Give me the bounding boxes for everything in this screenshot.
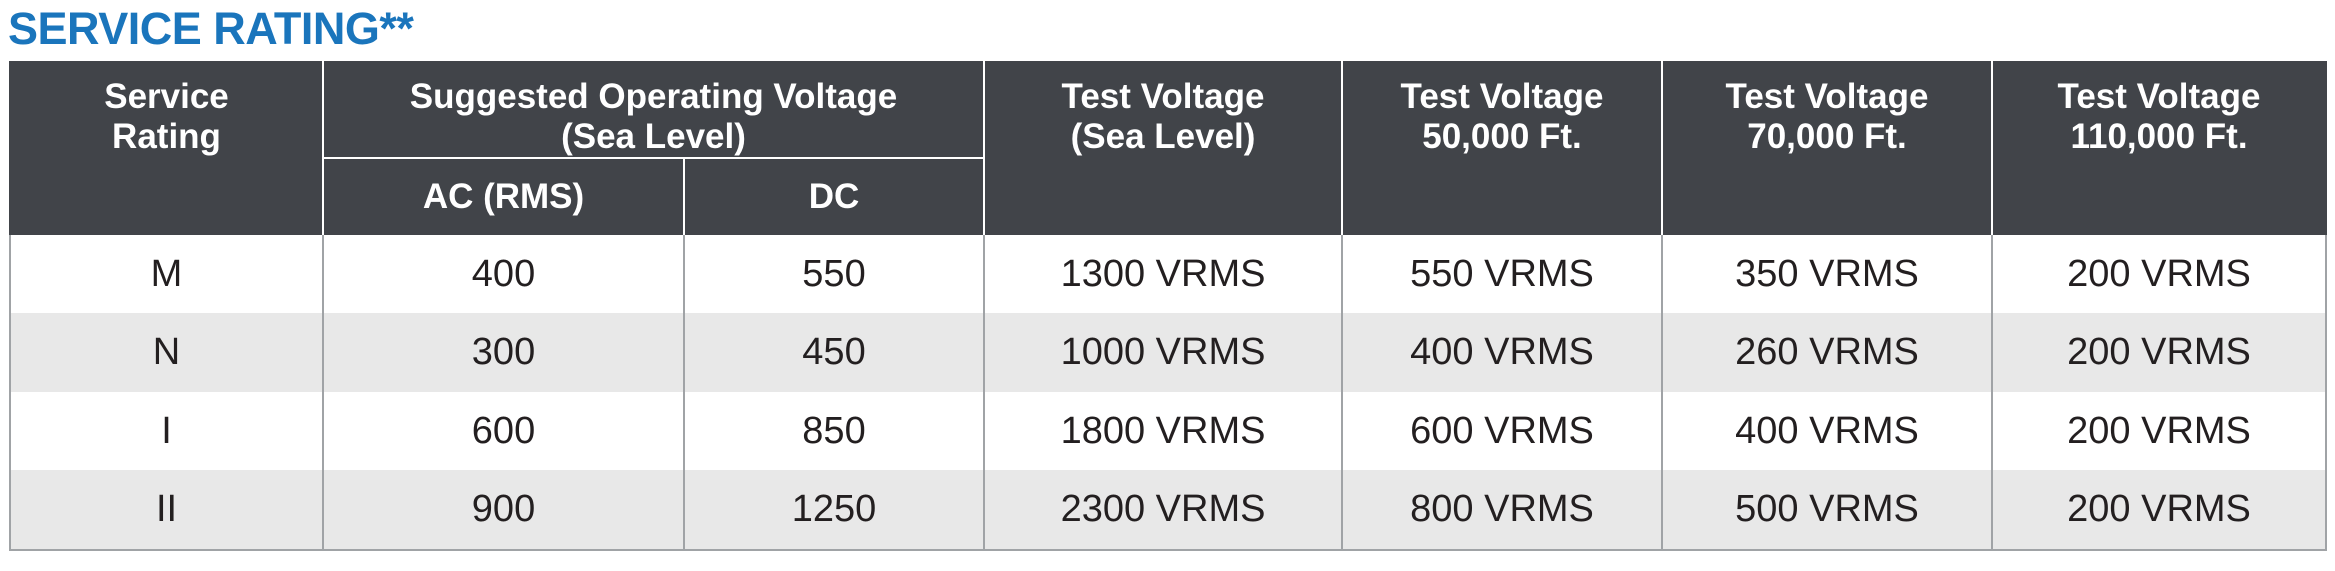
cell-ac: 400 — [322, 235, 685, 314]
cell-test-110k: 200 VRMS — [1991, 391, 2328, 471]
header-test-70k-line1: Test Voltage — [1725, 77, 1929, 116]
cell-test-110k: 200 VRMS — [1991, 313, 2328, 392]
header-test-70k-line2: 70,000 Ft. — [1747, 117, 1907, 156]
cell-ac: 600 — [322, 391, 685, 471]
cell-dc: 550 — [682, 235, 986, 314]
cell-ac: 900 — [322, 470, 685, 551]
cell-test-sea-level: 2300 VRMS — [983, 470, 1344, 551]
cell-ac: 300 — [322, 313, 685, 392]
table-row: M 400 550 1300 VRMS 550 VRMS 350 VRMS 20… — [9, 235, 2328, 314]
header-suggested-voltage-line2: (Sea Level) — [561, 117, 746, 156]
cell-test-50k: 550 VRMS — [1341, 235, 1664, 314]
page-title: SERVICE RATING** — [8, 3, 414, 54]
header-test-50k-line1: Test Voltage — [1400, 77, 1604, 116]
cell-test-70k: 260 VRMS — [1661, 313, 1994, 392]
header-suggested-voltage: Suggested Operating Voltage (Sea Level) — [321, 61, 986, 158]
table-row: N 300 450 1000 VRMS 400 VRMS 260 VRMS 20… — [9, 313, 2328, 392]
cell-test-50k: 800 VRMS — [1341, 470, 1664, 551]
cell-test-50k: 400 VRMS — [1341, 313, 1664, 392]
header-service-rating-line2: Rating — [112, 117, 221, 156]
service-rating-table: Service Rating Suggested Operating Volta… — [9, 61, 2328, 551]
cell-test-110k: 200 VRMS — [1991, 235, 2328, 314]
header-test-sea-level-line1: Test Voltage — [1061, 77, 1265, 116]
cell-dc: 850 — [682, 391, 986, 471]
header-service-rating: Service Rating — [9, 61, 324, 235]
header-suggested-voltage-line1: Suggested Operating Voltage — [409, 77, 898, 116]
cell-test-50k: 600 VRMS — [1341, 391, 1664, 471]
cell-dc: 450 — [682, 313, 986, 392]
cell-test-70k: 350 VRMS — [1661, 235, 1994, 314]
cell-test-sea-level: 1800 VRMS — [983, 391, 1344, 471]
header-service-rating-line1: Service — [104, 77, 229, 116]
cell-test-70k: 400 VRMS — [1661, 391, 1994, 471]
header-test-110k-line1: Test Voltage — [2057, 77, 2261, 116]
header-test-70k: Test Voltage 70,000 Ft. — [1661, 61, 1994, 235]
header-ac-rms: AC (RMS) — [322, 157, 685, 235]
cell-rating: N — [9, 313, 324, 392]
cell-rating: M — [9, 235, 324, 314]
header-dc: DC — [682, 157, 986, 235]
table-row: II 900 1250 2300 VRMS 800 VRMS 500 VRMS … — [9, 470, 2328, 551]
cell-rating: I — [9, 391, 324, 471]
header-test-110k-line2: 110,000 Ft. — [2070, 117, 2248, 156]
header-test-50k: Test Voltage 50,000 Ft. — [1341, 61, 1664, 235]
header-test-50k-line2: 50,000 Ft. — [1422, 117, 1582, 156]
cell-test-sea-level: 1000 VRMS — [983, 313, 1344, 392]
cell-dc: 1250 — [682, 470, 986, 551]
header-test-sea-level-line2: (Sea Level) — [1070, 117, 1256, 156]
cell-test-110k: 200 VRMS — [1991, 470, 2328, 551]
table-row: I 600 850 1800 VRMS 600 VRMS 400 VRMS 20… — [9, 391, 2328, 471]
cell-test-70k: 500 VRMS — [1661, 470, 1994, 551]
cell-test-sea-level: 1300 VRMS — [983, 235, 1344, 314]
header-test-110k: Test Voltage 110,000 Ft. — [1991, 61, 2328, 235]
cell-rating: II — [9, 470, 324, 551]
header-test-sea-level: Test Voltage (Sea Level) — [983, 61, 1344, 235]
